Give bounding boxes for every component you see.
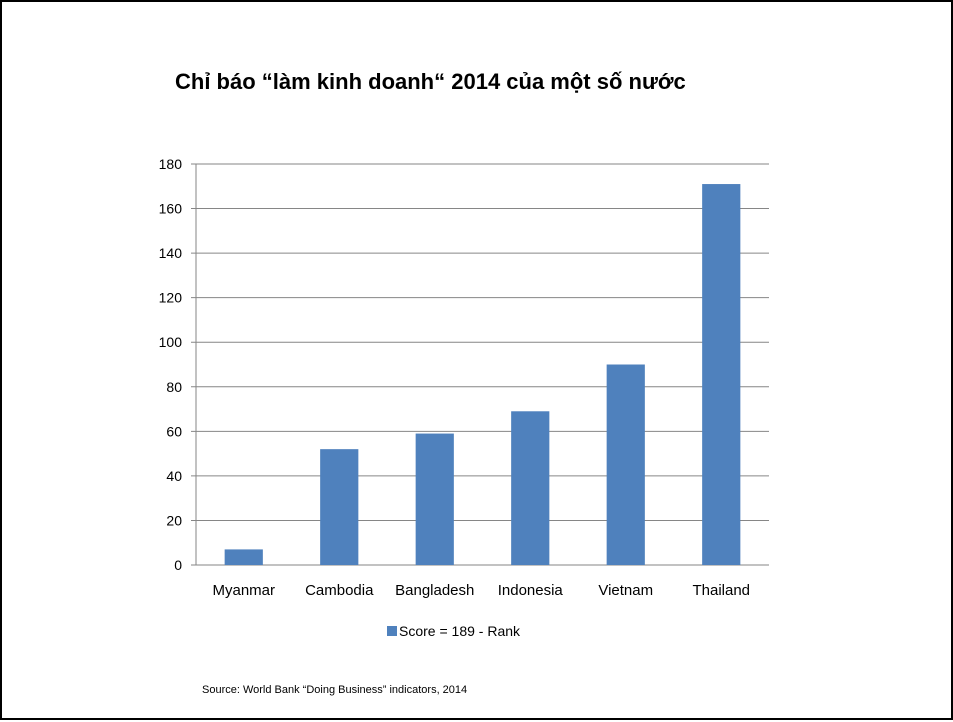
y-tick-label: 80 [166,379,182,395]
bar-indonesia [511,411,550,565]
y-tick-label: 120 [159,290,183,306]
bar-cambodia [320,449,359,565]
bar-vietnam [606,364,645,565]
legend: Score = 189 - Rank [387,623,521,639]
chart-title: Chỉ báo “làm kinh doanh“ 2014 của một số… [175,69,686,94]
x-tick-label: Vietnam [598,582,653,599]
source-note: Source: World Bank “Doing Business” indi… [202,684,468,696]
legend-label: Score = 189 - Rank [399,623,521,639]
y-tick-label: 60 [166,423,182,439]
x-tick-label: Bangladesh [395,582,474,599]
bars [224,184,741,566]
gridlines [191,163,769,566]
x-axis-tick-labels: Myanmar Cambodia Bangladesh Indonesia Vietna… [212,582,750,599]
y-tick-label: 180 [159,156,183,172]
y-tick-label: 160 [159,201,183,217]
bar-bangladesh [415,433,454,565]
y-tick-label: 100 [159,334,183,350]
y-tick-label: 40 [166,468,182,484]
bar-myanmar [224,549,263,565]
y-tick-label: 20 [166,512,182,528]
y-tick-label: 0 [174,557,182,573]
x-tick-label: Myanmar [212,582,275,599]
y-axis-tick-labels: 0 20 40 60 80 100 120 140 160 180 [159,156,183,573]
y-tick-label: 140 [159,245,183,261]
x-tick-label: Thailand [692,582,750,599]
x-tick-label: Indonesia [498,582,564,599]
bar-thailand [702,184,741,566]
x-tick-label: Cambodia [305,582,374,599]
legend-swatch [387,626,397,636]
